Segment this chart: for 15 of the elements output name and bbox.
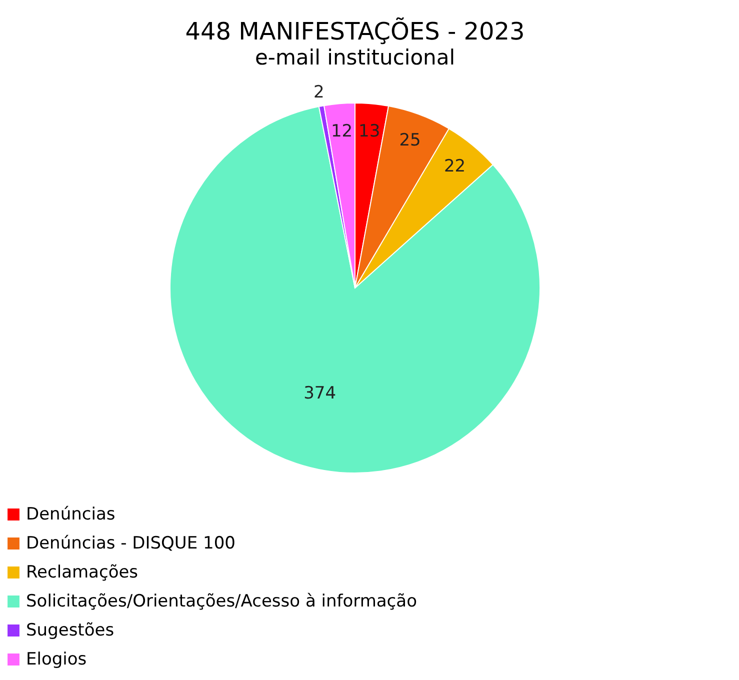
chart-subtitle: e-mail institucional bbox=[254, 45, 456, 70]
data-label: 22 bbox=[444, 156, 466, 176]
chart-title: 448 MANIFESTAÇÕES - 2023 bbox=[185, 16, 525, 46]
data-label: 374 bbox=[304, 383, 336, 404]
legend-label: Sugestões bbox=[26, 620, 114, 640]
legend-label: Reclamações bbox=[26, 562, 138, 582]
legend-label: Denúncias - DISQUE 100 bbox=[26, 534, 236, 554]
data-label: 13 bbox=[358, 121, 380, 142]
data-label: 12 bbox=[330, 121, 353, 142]
data-label: 25 bbox=[399, 130, 421, 151]
legend-label: Solicitações/Orientações/Acesso à informação bbox=[26, 592, 417, 612]
pie-slice bbox=[170, 106, 540, 474]
legend-label: Elogios bbox=[26, 650, 87, 670]
data-label: 2 bbox=[314, 82, 324, 102]
legend-label: Denúncias bbox=[26, 504, 116, 524]
